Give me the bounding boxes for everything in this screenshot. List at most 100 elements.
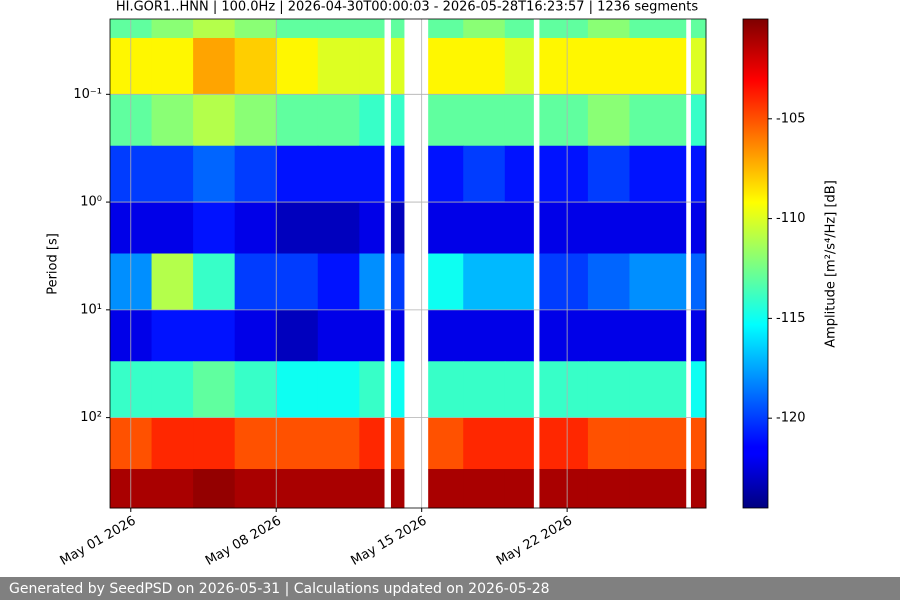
heatmap-cell (504, 469, 534, 509)
heatmap-cell (234, 37, 277, 95)
heatmap-cell (151, 309, 194, 362)
heatmap-cell (463, 202, 506, 254)
heatmap-cell (539, 309, 589, 362)
heatmap-cell (151, 469, 194, 509)
heatmap-cell (359, 145, 385, 203)
heatmap-cell (359, 37, 385, 95)
heatmap-cell (390, 469, 405, 509)
heatmap-cell (390, 19, 405, 39)
heatmap-cell (234, 145, 277, 203)
heatmap-cell (629, 202, 687, 254)
heatmap-cell (428, 202, 464, 254)
chart: HI.GOR1..HNN | 100.0Hz | 2026-04-30T00:0… (46, 0, 839, 569)
heatmap-cell (690, 145, 707, 203)
heatmap-cell (504, 19, 534, 39)
heatmap-cell (193, 417, 236, 470)
heatmap-cell (390, 417, 405, 470)
heatmap-cell (317, 253, 360, 311)
heatmap-cell (428, 417, 464, 470)
heatmap-cell (151, 202, 194, 254)
heatmap-cell (234, 94, 277, 147)
heatmap-cell (463, 309, 506, 362)
x-tick-label: May 08 2026 (203, 514, 284, 569)
heatmap-cell (539, 19, 589, 39)
heatmap-cell (587, 145, 630, 203)
heatmap-cell (428, 469, 464, 509)
heatmap-cell (629, 253, 687, 311)
heatmap-cell (359, 202, 385, 254)
heatmap-cell (193, 202, 236, 254)
heatmap-cell (390, 94, 405, 147)
heatmap-cell (359, 469, 385, 509)
heatmap-cell (690, 253, 707, 311)
heatmap-cell (629, 361, 687, 419)
heatmap-cell (428, 361, 464, 419)
heatmap-cell (317, 202, 360, 254)
heatmap-cell (504, 37, 534, 95)
colorbar-label: Amplitude [m²/s⁴/Hz] [dB] (824, 180, 839, 348)
heatmap-cell (234, 417, 277, 470)
heatmap-cell (151, 361, 194, 419)
heatmap-cell (690, 309, 707, 362)
plot-frame (109, 18, 707, 509)
heatmap-cell (463, 19, 506, 39)
heatmap-cell (690, 19, 707, 39)
heatmap-cell (193, 361, 236, 419)
heatmap-cell (690, 469, 707, 509)
heatmap-cell (193, 253, 236, 311)
heatmap-cell (629, 94, 687, 147)
heatmap-cell (390, 145, 405, 203)
heatmap-cell (390, 361, 405, 419)
heatmap-cell (539, 37, 589, 95)
heatmap-cell (151, 37, 194, 95)
heatmap-cell (151, 94, 194, 147)
heatmap-cell (504, 145, 534, 203)
heatmap-cell (629, 309, 687, 362)
heatmap-cell (193, 19, 236, 39)
heatmap-cell (504, 202, 534, 254)
heatmap-cell (428, 253, 464, 311)
heatmap-cell (428, 94, 464, 147)
heatmap-cell (539, 94, 589, 147)
heatmap-cell (539, 417, 589, 470)
heatmap-cell (359, 361, 385, 419)
x-tick-label: May 01 2026 (58, 514, 139, 569)
heatmap-cell (151, 145, 194, 203)
heatmap-cell (317, 469, 360, 509)
heatmap-cell (504, 309, 534, 362)
chart-title: HI.GOR1..HNN | 100.0Hz | 2026-04-30T00:0… (116, 0, 699, 15)
heatmap-cell (317, 19, 360, 39)
x-tick-label: May 22 2026 (494, 514, 575, 569)
heatmap-cell (629, 145, 687, 203)
heatmap-cell (276, 361, 319, 419)
colorbar-tick-label: -115 (776, 311, 806, 326)
heatmap-cell (629, 19, 687, 39)
heatmap-cell (276, 37, 319, 95)
heatmap-cell (390, 37, 405, 95)
heatmap-cell (587, 202, 630, 254)
colorbar (742, 18, 769, 509)
heatmap-cell (504, 417, 534, 470)
heatmap-cell (276, 417, 319, 470)
heatmap-cell (317, 37, 360, 95)
heatmap-cell (587, 309, 630, 362)
heatmap-cell (359, 253, 385, 311)
heatmap-cell (234, 309, 277, 362)
heatmap-cell (463, 253, 506, 311)
heatmap-cell (234, 361, 277, 419)
heatmap-cell (317, 145, 360, 203)
heatmap-cell (587, 469, 630, 509)
heatmap-cell (463, 94, 506, 147)
heatmap-cell (151, 417, 194, 470)
heatmap-cell (390, 253, 405, 311)
heatmap-cell (428, 19, 464, 39)
heatmap-cell (390, 202, 405, 254)
colorbar-tick-label: -120 (776, 411, 806, 426)
heatmap-cell (428, 309, 464, 362)
heatmap-cell (587, 361, 630, 419)
heatmap-cell (359, 94, 385, 147)
heatmap-cell (587, 253, 630, 311)
colorbar-tick-label: -105 (776, 111, 806, 126)
heatmap-cell (463, 417, 506, 470)
